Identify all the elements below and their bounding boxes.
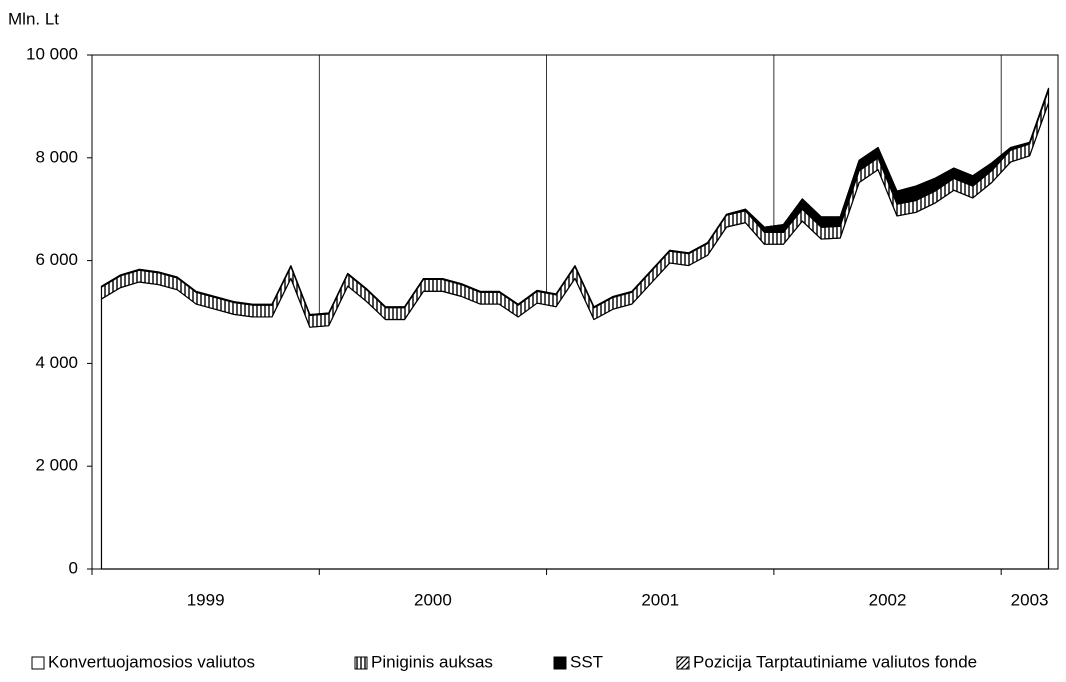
legend-label: Konvertuojamosios valiutos — [48, 652, 255, 671]
y-tick-label: 6 000 — [35, 250, 78, 269]
x-group-label: 1999 — [187, 590, 225, 609]
legend-label: Piniginis auksas — [371, 652, 493, 671]
x-group-label: 2003 — [1011, 590, 1049, 609]
legend-swatch — [553, 656, 567, 670]
x-group-label: 2001 — [641, 590, 679, 609]
y-tick-label: 10 000 — [26, 44, 78, 63]
x-group-label: 2002 — [869, 590, 907, 609]
legend-swatch — [676, 656, 690, 670]
x-group-label: 2000 — [414, 590, 452, 609]
legend-swatch — [354, 656, 368, 670]
area — [100, 102, 1050, 570]
y-tick-label: 0 — [69, 558, 78, 577]
legend-label: SST — [570, 652, 603, 671]
y-axis-label: Mln. Lt — [8, 9, 59, 28]
y-tick-label: 4 000 — [35, 353, 78, 372]
legend-label: Pozicija Tarptautiniame valiutos fonde — [693, 652, 977, 671]
y-tick-label: 2 000 — [35, 456, 78, 475]
y-tick-label: 8 000 — [35, 147, 78, 166]
area — [100, 87, 1050, 316]
legend-swatch — [31, 656, 45, 670]
